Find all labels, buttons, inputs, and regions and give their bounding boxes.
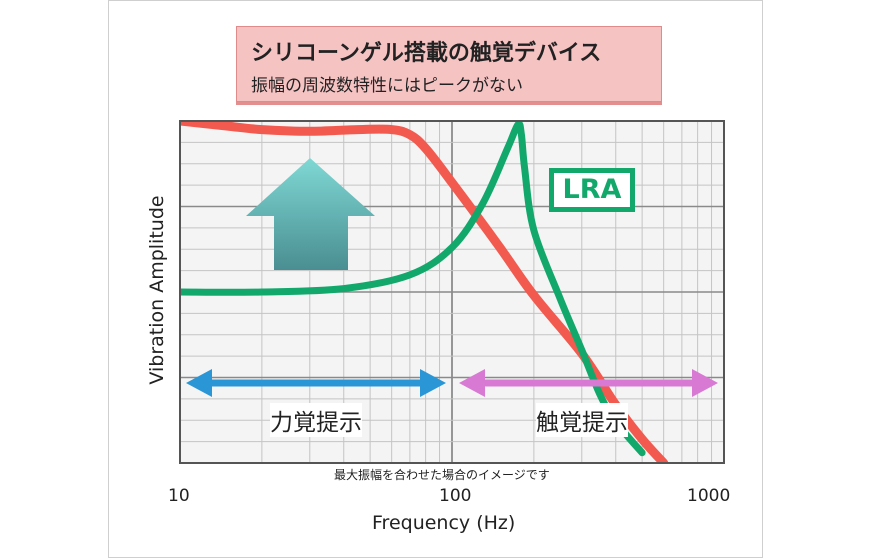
callout-title: シリコーンゲル搭載の触覚デバイス (251, 41, 602, 66)
lra-curve (180, 121, 646, 457)
increase-arrow-icon (246, 158, 375, 270)
force-range-arrow (186, 369, 446, 397)
lra-series-label: LRA (549, 168, 635, 212)
x-axis-label: Frequency (Hz) (372, 512, 516, 534)
x-tick-label: 10 (168, 486, 190, 506)
callout-subtitle: 振幅の周波数特性にはピークがない (251, 76, 523, 96)
chart-note: 最大振幅を合わせた場合のイメージです (334, 468, 550, 482)
tactile-range-arrow (459, 369, 718, 397)
silicone-gel-curve (180, 121, 669, 463)
plot-border (179, 120, 725, 464)
x-tick-label: 100 (439, 486, 472, 506)
callout-box: シリコーンゲル搭載の触覚デバイス 振幅の周波数特性にはピークがない (236, 26, 662, 102)
y-axis-label: Vibration Amplitude (146, 195, 168, 385)
x-tick-label: 1000 (687, 486, 731, 506)
tactile-region-label: 触覚提示 (536, 403, 628, 437)
force-region-label: 力覚提示 (270, 403, 362, 437)
grid (180, 121, 724, 463)
